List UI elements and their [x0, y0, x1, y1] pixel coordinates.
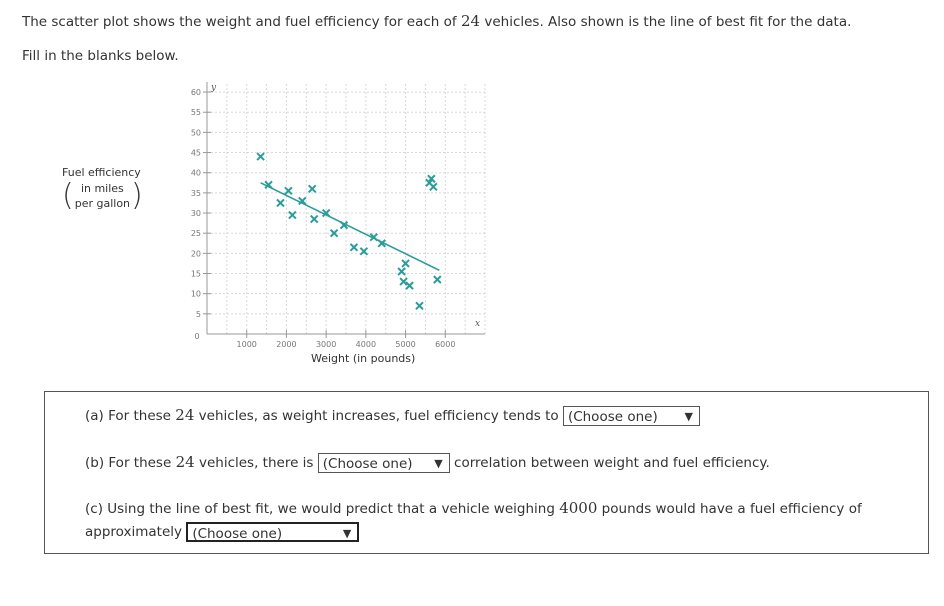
data-point: [415, 301, 424, 310]
dropdown-arrow-icon: ▼: [434, 457, 443, 470]
qb-count: 24: [175, 453, 195, 471]
qc-middle: pounds would have a fuel efficiency of: [597, 501, 862, 517]
data-point: [288, 210, 297, 220]
y-axis-letter: y: [210, 83, 217, 93]
data-point: [256, 152, 265, 161]
data-point: [321, 208, 331, 218]
y-tick-label: 55: [191, 108, 201, 117]
data-point: [369, 233, 379, 242]
data-point: [308, 184, 317, 194]
y-tick-label: 45: [191, 149, 201, 158]
qa-prefix: (a) For these: [85, 408, 176, 424]
y-unit-line2: per gallon: [74, 197, 131, 210]
data-point: [429, 182, 438, 192]
y-tick-label: 50: [191, 128, 201, 137]
qc-line2: approximately: [85, 524, 187, 540]
data-point: [264, 180, 273, 190]
data-point: [401, 259, 410, 268]
data-point: [359, 247, 369, 256]
select-trend[interactable]: (Choose one) ▼: [562, 406, 700, 426]
x-axis-letter: x: [475, 319, 480, 329]
intro-after: vehicles. Also shown is the line of best…: [480, 14, 852, 30]
x-tick-label: 2000: [276, 340, 296, 349]
dropdown-arrow-icon: ▼: [684, 410, 693, 423]
qc-weight: 4000: [559, 499, 598, 517]
y-tick-label: 35: [191, 189, 201, 198]
x-tick-label: 6000: [435, 340, 455, 349]
dropdown-arrow-icon: ▼: [342, 527, 352, 540]
select-prediction[interactable]: (Choose one) ▼: [186, 522, 360, 542]
fill-prompt: Fill in the blanks below.: [22, 48, 179, 64]
y-tick-label: 15: [191, 270, 201, 279]
select-correlation-value: (Choose one): [322, 456, 413, 472]
data-point: [276, 198, 285, 208]
y-axis-label-main: Fuel efficiency: [62, 166, 141, 179]
x-tick-label: 4000: [356, 340, 376, 349]
data-point: [284, 186, 293, 196]
qb-prefix: (b) For these: [85, 455, 176, 471]
question-box: (a) For these 24 vehicles, as weight inc…: [44, 391, 929, 554]
best-fit-line: [260, 182, 440, 272]
intro-before: The scatter plot shows the weight and fu…: [22, 14, 461, 30]
y-tick-label: 25: [191, 229, 201, 238]
y-tick-label: 10: [191, 290, 201, 299]
right-paren: ): [131, 178, 143, 213]
y-tick-label: 40: [191, 169, 201, 178]
data-point: [329, 228, 339, 238]
select-correlation[interactable]: (Choose one) ▼: [317, 453, 450, 473]
left-paren: (: [62, 178, 74, 213]
y-tick-label: 5: [196, 310, 201, 319]
qa-middle: vehicles, as weight increases, fuel effi…: [194, 408, 563, 424]
y-axis-label: Fuel efficiency ( in miles per gallon ): [62, 166, 143, 211]
qb-middle: vehicles, there is: [194, 455, 318, 471]
x-tick-label: 3000: [316, 340, 336, 349]
select-trend-value: (Choose one): [567, 409, 658, 425]
intro-count: 24: [460, 12, 481, 30]
question-a: (a) For these 24 vehicles, as weight inc…: [85, 406, 700, 426]
data-point: [397, 267, 406, 276]
data-point: [433, 275, 442, 284]
y-axis-unit: ( in miles per gallon ): [62, 181, 143, 211]
scatter-plot: 5 10 15 20 25 30 35 40 45 50 55 60 1000 2000 3000 4000 5…: [191, 82, 486, 349]
data-point: [310, 214, 319, 224]
question-b: (b) For these 24 vehicles, there is (Cho…: [85, 453, 770, 473]
y-tick-label: 30: [191, 209, 201, 218]
data-point: [349, 243, 359, 252]
y-unit-line1: in miles: [80, 182, 124, 195]
qa-count: 24: [175, 406, 195, 424]
select-prediction-value: (Choose one): [192, 526, 283, 542]
qc-prefix: (c) Using the line of best fit, we would…: [85, 501, 560, 517]
question-c: (c) Using the line of best fit, we would…: [85, 499, 862, 517]
y-tick-label: 20: [191, 249, 201, 258]
data-point: [298, 196, 307, 206]
x-tick-label: 5000: [395, 340, 415, 349]
x-tick-label: 1000: [237, 340, 257, 349]
data-point: [399, 277, 408, 286]
data-point: [339, 220, 349, 230]
x-axis-label: Weight (in pounds): [311, 352, 416, 365]
data-point: [427, 174, 436, 183]
intro-text: The scatter plot shows the weight and fu…: [22, 12, 851, 30]
qb-suffix: correlation between weight and fuel effi…: [449, 455, 770, 471]
data-point: [377, 239, 386, 248]
question-c-line2: approximately (Choose one) ▼: [85, 522, 360, 542]
origin-label: 0: [194, 332, 199, 341]
data-point: [405, 281, 414, 290]
y-tick-label: 60: [191, 88, 201, 97]
